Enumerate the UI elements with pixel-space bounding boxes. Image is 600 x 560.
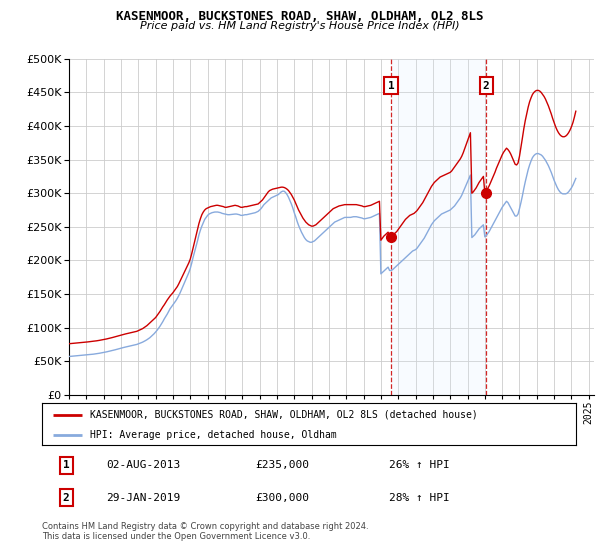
Text: Contains HM Land Registry data © Crown copyright and database right 2024.
This d: Contains HM Land Registry data © Crown c… (42, 522, 368, 542)
Text: 1: 1 (388, 81, 394, 91)
Text: KASENMOOR, BUCKSTONES ROAD, SHAW, OLDHAM, OL2 8LS: KASENMOOR, BUCKSTONES ROAD, SHAW, OLDHAM… (116, 10, 484, 23)
Text: 2: 2 (62, 492, 70, 502)
Text: 28% ↑ HPI: 28% ↑ HPI (389, 492, 450, 502)
Text: KASENMOOR, BUCKSTONES ROAD, SHAW, OLDHAM, OL2 8LS (detached house): KASENMOOR, BUCKSTONES ROAD, SHAW, OLDHAM… (90, 410, 478, 420)
Text: 2: 2 (483, 81, 490, 91)
Text: 02-AUG-2013: 02-AUG-2013 (106, 460, 181, 470)
Text: 29-JAN-2019: 29-JAN-2019 (106, 492, 181, 502)
Text: £235,000: £235,000 (256, 460, 310, 470)
Text: 26% ↑ HPI: 26% ↑ HPI (389, 460, 450, 470)
Text: £300,000: £300,000 (256, 492, 310, 502)
Text: HPI: Average price, detached house, Oldham: HPI: Average price, detached house, Oldh… (90, 430, 337, 440)
Bar (391, 59, 486, 395)
Text: Price paid vs. HM Land Registry's House Price Index (HPI): Price paid vs. HM Land Registry's House … (140, 21, 460, 31)
Text: 1: 1 (62, 460, 70, 470)
